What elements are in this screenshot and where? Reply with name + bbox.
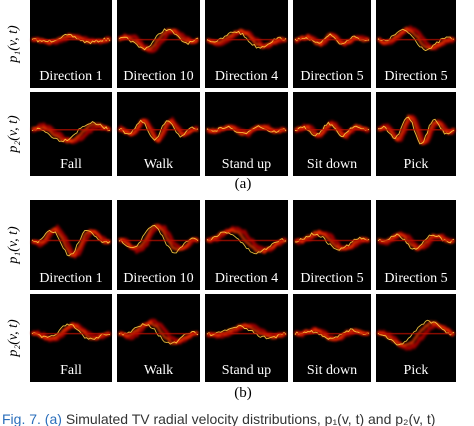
cell-label: Direction 1 (39, 69, 102, 84)
cell-label: Fall (60, 363, 82, 378)
cell-label: Direction 5 (300, 271, 363, 286)
cell-label: Direction 5 (384, 271, 447, 286)
heat-trace (31, 121, 111, 143)
cell-label: Sit down (307, 363, 357, 378)
heat-trace (376, 25, 456, 51)
row-label: p₁(v, t) (6, 25, 21, 64)
heat-trace (294, 122, 370, 139)
cell-label: Direction 10 (123, 69, 193, 84)
row-label: p₂(v, t) (6, 319, 21, 358)
heat-trace (294, 33, 370, 45)
cell-label: Fall (60, 157, 82, 172)
cell-label: Stand up (222, 363, 271, 378)
spectrogram (293, 92, 371, 176)
row-label: p₂(v, t) (6, 115, 21, 154)
heat-trace (118, 224, 199, 254)
spectrogram (30, 92, 112, 176)
panel-label: (a) (235, 176, 252, 192)
cell-label: Pick (404, 363, 429, 378)
heat-trace (206, 325, 287, 340)
panel-label: (b) (234, 385, 252, 401)
cell-label: Walk (144, 363, 173, 378)
cell-label: Direction 4 (215, 69, 278, 84)
heat-trace (118, 28, 198, 54)
heat-trace (377, 28, 455, 52)
spectrogram (30, 0, 112, 88)
heat-trace (205, 322, 287, 340)
heat-trace (377, 319, 455, 346)
cell-label: Sit down (307, 157, 357, 172)
cell-label: Stand up (222, 157, 271, 172)
heat-trace (206, 30, 287, 49)
heat-trace (294, 328, 370, 340)
cell-label: Walk (144, 157, 173, 172)
row-label: p₁(v, t) (6, 226, 21, 265)
cell-label: Direction 5 (384, 69, 447, 84)
heat-trace (118, 28, 199, 51)
cell-label: Direction 5 (300, 69, 363, 84)
cell-label: Direction 4 (215, 271, 278, 286)
cell-label: Direction 1 (39, 271, 102, 286)
heat-trace (206, 125, 287, 135)
heat-trace (31, 323, 110, 340)
heat-trace (206, 231, 287, 255)
heat-trace (31, 33, 111, 45)
heat-trace (31, 229, 111, 257)
heat-trace (294, 232, 370, 251)
caption-text: Simulated TV radial velocity distributio… (66, 411, 436, 426)
spectrogram (293, 0, 371, 88)
heat-trace (377, 320, 455, 347)
cell-label: Pick (404, 157, 429, 172)
caption: Fig. 7. (a) Simulated TV radial velocity… (2, 411, 435, 426)
heat-trace (206, 28, 287, 50)
cell-label: Direction 10 (123, 271, 193, 286)
heat-trace (118, 119, 199, 141)
heat-trace (377, 114, 455, 145)
heat-trace (377, 233, 455, 250)
heat-trace (117, 318, 199, 345)
heat-trace (294, 229, 370, 251)
sub-label: (a) (45, 411, 62, 426)
figure-label: Fig. 7. (2, 411, 41, 426)
